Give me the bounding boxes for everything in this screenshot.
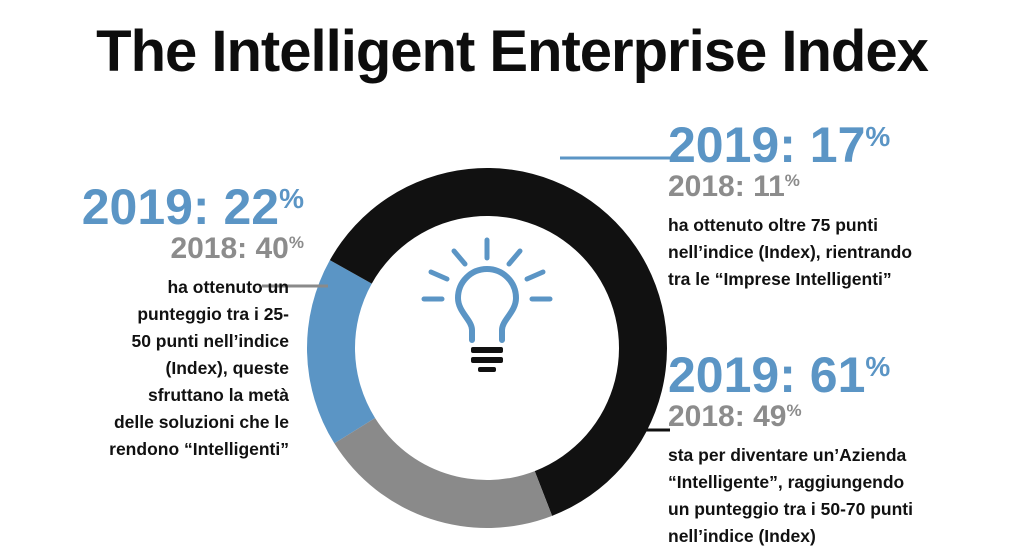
legend-left: 2019: 22% 2018: 40% ha ottenuto un punteg… [82,182,304,463]
value-2019-right: 2019: 61% [668,347,891,403]
description-right: sta per diventare un’Azienda “Intelligent… [668,445,913,546]
legend-top: 2019: 17% 2018: 11% ha ottenuto oltre 75… [668,120,912,293]
value-2018-top: 2018: 11% [668,170,800,203]
value-2018-left: 2018: 40% [170,232,304,265]
description-top: ha ottenuto oltre 75 punti nell’indice (I… [668,215,913,289]
value-2018-right: 2018: 49% [668,400,802,433]
value-2019-left: 2019: 22% [81,179,304,235]
lightbulb-icon [421,237,553,343]
bulb-base [471,347,503,372]
slice-right [329,168,668,516]
slice-top [307,260,376,444]
description-left: ha ottenuto un punteggio tra i 25- 50 punt… [109,277,289,459]
page-title: The Intelligent Enterprise Index [96,19,929,84]
slice-left [334,417,553,528]
legend-right: 2019: 61% 2018: 49% sta per diventare un… [668,350,913,550]
value-2019-top: 2019: 17% [668,117,891,173]
